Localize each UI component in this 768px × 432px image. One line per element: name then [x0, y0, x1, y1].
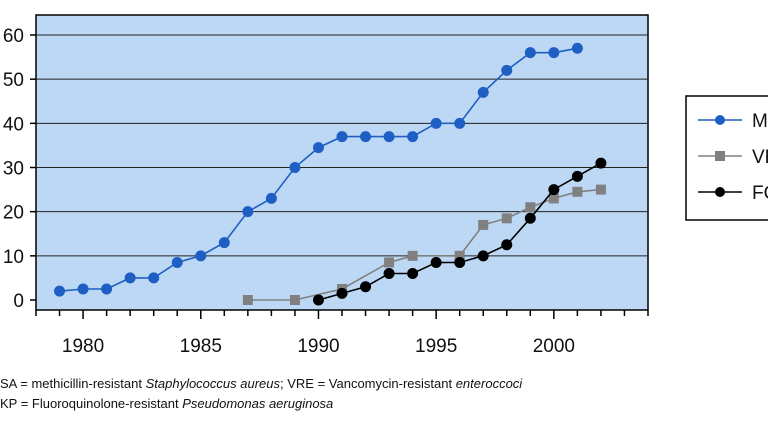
data-point-mrsa	[407, 131, 419, 143]
data-point-fqrp	[524, 212, 536, 224]
data-point-mrsa	[101, 283, 113, 295]
y-tick-label: 40	[3, 114, 24, 135]
data-point-vre	[242, 295, 253, 305]
data-point-mrsa	[171, 256, 183, 268]
data-point-fqrp	[571, 170, 583, 182]
legend-label-fqrp: FQ	[752, 183, 768, 204]
x-tick-label: 1980	[62, 336, 104, 357]
data-point-fqrp	[595, 157, 607, 169]
data-point-mrsa	[524, 47, 536, 59]
y-tick-label: 0	[13, 291, 24, 312]
y-tick-label: 60	[3, 26, 24, 47]
data-point-mrsa	[383, 131, 395, 143]
data-point-vre	[525, 202, 536, 213]
footnote-species: Pseudomonas aeruginosa	[182, 396, 334, 411]
data-point-fqrp	[548, 184, 560, 196]
data-point-fqrp	[383, 268, 395, 279]
data-point-vre	[384, 257, 395, 268]
y-tick-label: 30	[3, 159, 24, 180]
data-point-vre	[407, 250, 418, 261]
footnote-species: Staphylococcus aureus	[145, 376, 281, 391]
x-tick-label: 1985	[180, 336, 222, 357]
footnote-line-2: KP = Fluoroquinolone-resistant Pseudomon…	[0, 396, 333, 411]
footnote-text: SA = methicillin-resistant	[0, 376, 146, 391]
x-tick-label: 1990	[297, 336, 339, 357]
data-point-mrsa	[148, 272, 160, 284]
y-tick-label: 50	[3, 70, 24, 91]
data-point-mrsa	[124, 272, 136, 284]
data-point-vre	[478, 219, 489, 230]
data-point-fqrp	[430, 256, 442, 268]
data-point-fqrp	[501, 239, 513, 251]
data-point-vre	[289, 295, 300, 305]
footnote-line-1: SA = methicillin-resistant Staphylococcu…	[0, 376, 522, 391]
y-tick-label: 10	[3, 247, 24, 268]
data-point-mrsa	[548, 47, 560, 59]
y-tick-label: 20	[3, 203, 24, 224]
data-point-mrsa	[77, 283, 89, 295]
legend-box	[685, 95, 768, 221]
line-chart: 0 10 20 30 40 50 60 1980 1985 1990 1995 2000 MR VR…	[3, 14, 768, 357]
data-point-fqrp	[336, 287, 348, 299]
footnote-species: enteroccoci	[455, 376, 523, 391]
data-point-fqrp	[312, 294, 324, 306]
series-mrsa	[54, 42, 583, 297]
data-point-fqrp	[477, 250, 489, 262]
data-point-vre	[572, 186, 583, 197]
data-point-vre	[595, 184, 606, 195]
data-point-mrsa	[242, 206, 254, 218]
data-point-mrsa	[477, 86, 489, 98]
footnote-text: ; VRE = Vancomycin-resistant	[280, 376, 456, 391]
legend-marker-mrsa	[715, 115, 725, 125]
data-point-mrsa	[265, 192, 277, 204]
data-point-fqrp	[454, 256, 466, 268]
data-point-mrsa	[336, 131, 348, 143]
data-point-mrsa	[571, 42, 583, 54]
data-point-mrsa	[501, 64, 513, 76]
legend-marker-vre	[715, 151, 725, 161]
series-group	[54, 42, 607, 306]
footnote-text: KP = Fluoroquinolone-resistant	[0, 396, 183, 411]
legend-label-mrsa: MR	[752, 111, 768, 132]
data-point-mrsa	[218, 237, 230, 249]
data-point-mrsa	[54, 285, 66, 297]
x-tick-label: 2000	[533, 336, 575, 357]
data-point-mrsa	[454, 117, 466, 129]
data-point-mrsa	[289, 162, 301, 173]
x-tick-label: 1995	[415, 336, 457, 357]
data-point-mrsa	[195, 250, 207, 262]
legend-label-vre: VR	[752, 147, 768, 168]
data-point-mrsa	[312, 142, 324, 154]
y-axis: 0 10 20 30 40 50 60	[3, 26, 36, 312]
legend-marker-fqrp	[715, 187, 725, 197]
legend: MR VR FQ	[685, 95, 768, 221]
grid-lines	[36, 34, 648, 257]
data-point-vre	[454, 250, 465, 261]
data-point-vre	[548, 193, 559, 204]
plot-area	[35, 14, 649, 311]
series-fqrp	[312, 157, 607, 306]
x-axis: 1980 1985 1990 1995 2000	[35, 310, 649, 357]
data-point-fqrp	[360, 281, 372, 293]
data-point-mrsa	[360, 131, 372, 143]
data-point-fqrp	[407, 268, 419, 279]
data-point-mrsa	[430, 117, 442, 129]
data-point-vre	[501, 213, 512, 224]
